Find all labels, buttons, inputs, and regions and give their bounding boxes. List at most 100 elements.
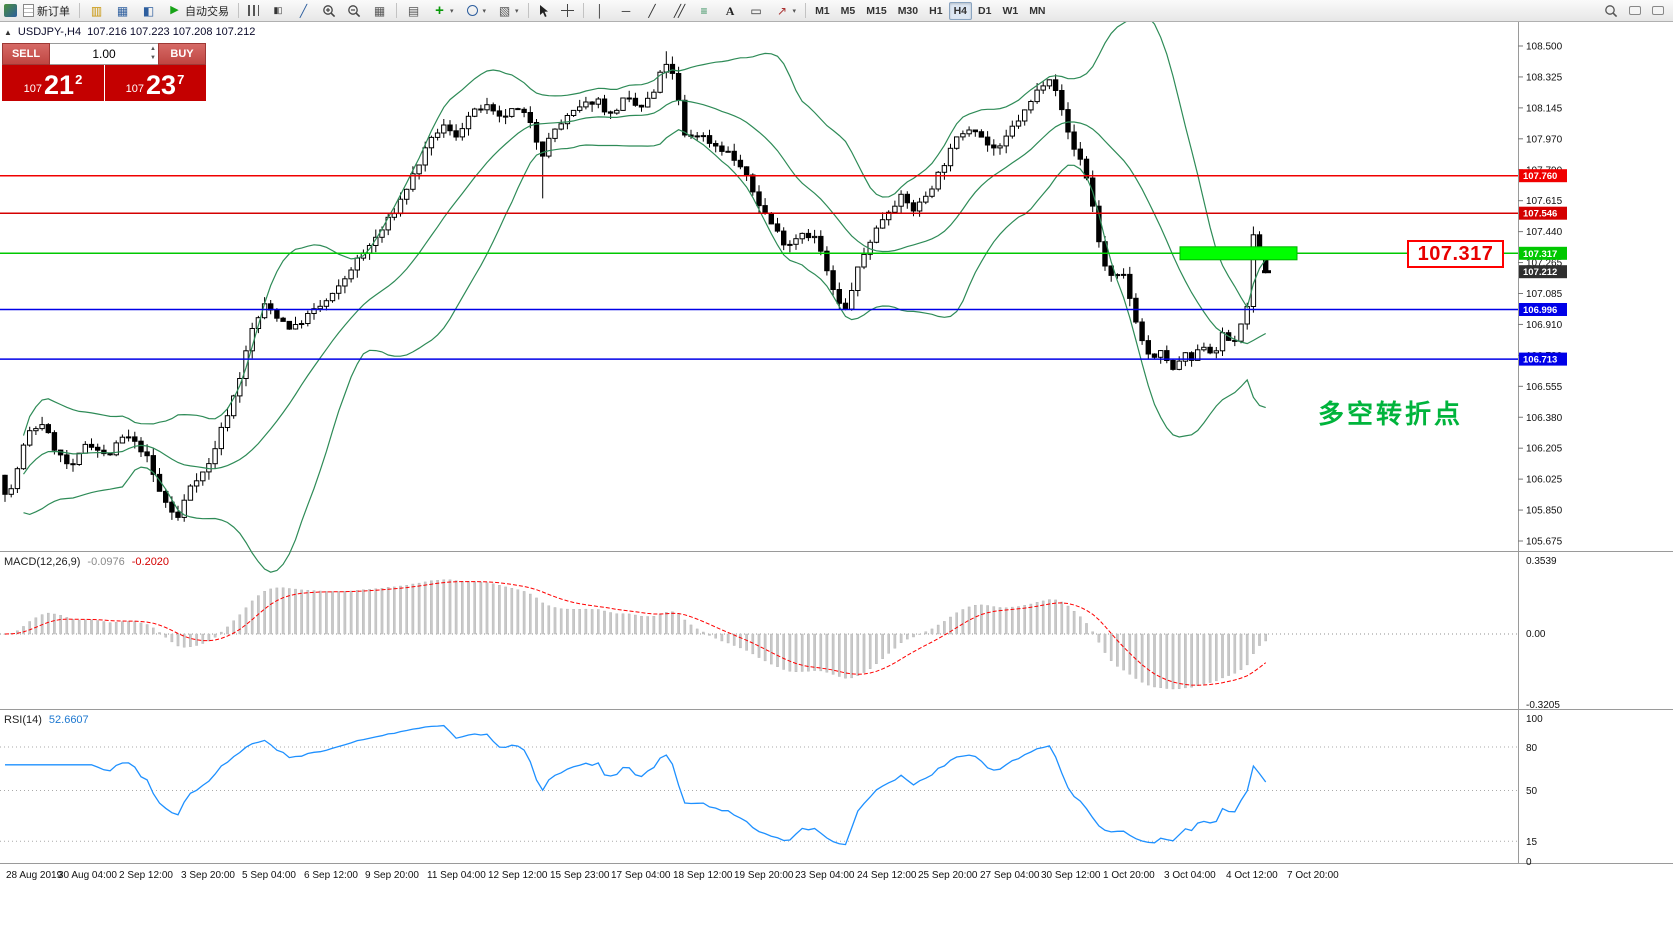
candlestick-chart-button[interactable]: [265, 1, 290, 21]
line-chart-button[interactable]: [291, 1, 316, 21]
templates-icon: [497, 3, 512, 18]
templates-button[interactable]: ▾: [492, 1, 524, 21]
timeframe-button-m5[interactable]: M5: [836, 2, 861, 20]
macd-axis[interactable]: 0.3539 0.00 -0.3205: [1526, 556, 1560, 711]
fibonacci-button[interactable]: [692, 1, 717, 21]
cursor-button[interactable]: [533, 1, 555, 21]
timeframe-button-m30[interactable]: M30: [893, 2, 923, 20]
svg-text:50: 50: [1526, 786, 1538, 797]
panel-separators[interactable]: [0, 551, 1673, 864]
text-label-icon: [749, 3, 764, 18]
new-order-button[interactable]: 新订单: [18, 1, 75, 21]
highlight-rectangle[interactable]: [1179, 246, 1298, 261]
bearish-candles: [2, 63, 1269, 518]
collapse-triangle-icon[interactable]: ▲: [4, 27, 12, 37]
svg-text:15 Sep 23:00: 15 Sep 23:00: [550, 870, 610, 881]
svg-text:107.085: 107.085: [1526, 289, 1563, 300]
periods-clock-icon: [466, 5, 478, 16]
timeframe-button-m15[interactable]: M15: [861, 2, 891, 20]
chart-area[interactable]: 108.500108.325108.145107.970107.790107.6…: [0, 22, 1673, 948]
bollinger-bands[interactable]: [22, 22, 1267, 573]
chat-button-1[interactable]: [1624, 1, 1646, 21]
buy-price[interactable]: 107 23 7: [104, 65, 206, 101]
annotation-text[interactable]: 多空转折点: [1318, 399, 1464, 429]
arrows-button[interactable]: ▾: [770, 1, 802, 21]
timeframe-button-h1[interactable]: H1: [924, 2, 947, 20]
toolbar-divider: [238, 3, 239, 18]
svg-text:106.025: 106.025: [1526, 475, 1563, 486]
channel-icon: [671, 3, 686, 18]
market-watch-button[interactable]: [110, 1, 135, 21]
trendline-button[interactable]: [640, 1, 665, 21]
cascade-windows-button[interactable]: [401, 1, 426, 21]
app-icon: [4, 4, 17, 17]
zoom-in-button[interactable]: [317, 1, 341, 21]
tile-windows-icon: [372, 3, 387, 18]
svg-text:107.265: 107.265: [1526, 258, 1563, 269]
periods-button[interactable]: ▾: [460, 1, 492, 21]
main-toolbar: 新订单 自动交易 ▾ ▾ ▾: [0, 0, 1673, 22]
sell-price[interactable]: 107 21 2: [2, 65, 104, 101]
vertical-line-button[interactable]: [588, 1, 613, 21]
auto-trading-label: 自动交易: [185, 5, 229, 18]
chat-button-2[interactable]: [1647, 1, 1669, 21]
svg-text:-0.3205: -0.3205: [1526, 700, 1560, 711]
svg-text:15: 15: [1526, 837, 1538, 848]
chart-canvas[interactable]: 108.500108.325108.145107.970107.790107.6…: [0, 22, 1673, 948]
search-icon: [1605, 4, 1618, 17]
text-icon: [723, 3, 738, 18]
svg-text:106.205: 106.205: [1526, 444, 1563, 455]
svg-text:107.970: 107.970: [1526, 134, 1563, 145]
rsi-axis[interactable]: 100 80 50 15 0: [1526, 714, 1543, 868]
tile-windows-button[interactable]: [367, 1, 392, 21]
price-axis[interactable]: 108.500108.325108.145107.970107.790107.6…: [1518, 42, 1563, 548]
buy-button[interactable]: BUY: [158, 43, 206, 65]
rsi-line: [5, 724, 1267, 846]
indicators-icon: [432, 3, 447, 18]
auto-trading-button[interactable]: 自动交易: [162, 1, 234, 21]
volume-spinner[interactable]: 1.00 ▲ ▼: [50, 43, 158, 65]
indicators-button[interactable]: ▾: [427, 1, 459, 21]
indicators-caret-icon: ▾: [450, 7, 454, 15]
symbol-period-label: USDJPY-,H4: [17, 26, 82, 38]
timeframe-button-mn[interactable]: MN: [1024, 2, 1050, 20]
timeframe-button-w1[interactable]: W1: [997, 2, 1023, 20]
volume-spinner-arrows[interactable]: ▲ ▼: [150, 45, 156, 63]
timeframe-button-d1[interactable]: D1: [973, 2, 996, 20]
timeframe-button-m1[interactable]: M1: [810, 2, 835, 20]
svg-text:28 Aug 2019: 28 Aug 2019: [6, 870, 63, 881]
bid-ask-display[interactable]: 107 21 2 107 23 7: [2, 65, 206, 101]
channel-button[interactable]: [666, 1, 691, 21]
macd-name: MACD(12,26,9): [4, 556, 81, 568]
bar-chart-button[interactable]: [243, 1, 264, 21]
bar-chart-icon: [248, 5, 259, 16]
toolbar-divider: [396, 3, 397, 18]
svg-text:3 Oct 04:00: 3 Oct 04:00: [1164, 870, 1216, 881]
text-label-button[interactable]: [744, 1, 769, 21]
data-window-button[interactable]: [136, 1, 161, 21]
search-button[interactable]: [1599, 1, 1623, 21]
svg-text:107.760: 107.760: [1523, 171, 1557, 182]
spinner-down-icon[interactable]: ▼: [150, 55, 156, 61]
periods-caret-icon: ▾: [482, 7, 487, 15]
price-alert-box[interactable]: 107.317: [1407, 240, 1504, 268]
charts-icon: [89, 3, 104, 18]
horizontal-line-button[interactable]: [614, 1, 639, 21]
timeframe-button-h4[interactable]: H4: [948, 1, 972, 20]
zoom-out-button[interactable]: [342, 1, 366, 21]
crosshair-icon: [560, 4, 574, 17]
svg-text:107.615: 107.615: [1526, 196, 1563, 207]
svg-text:108.325: 108.325: [1526, 72, 1563, 83]
buy-pipette: 7: [177, 72, 185, 87]
text-button[interactable]: [718, 1, 743, 21]
current-price-tag: [1519, 265, 1567, 279]
svg-text:11 Sep 04:00: 11 Sep 04:00: [427, 870, 486, 881]
spinner-up-icon[interactable]: ▲: [150, 46, 156, 52]
sell-button[interactable]: SELL: [2, 43, 50, 65]
new-order-label: 新订单: [37, 5, 70, 18]
charts-menu-button[interactable]: [84, 1, 109, 21]
sell-big-figure: 107: [23, 83, 43, 95]
crosshair-button[interactable]: [556, 1, 579, 21]
